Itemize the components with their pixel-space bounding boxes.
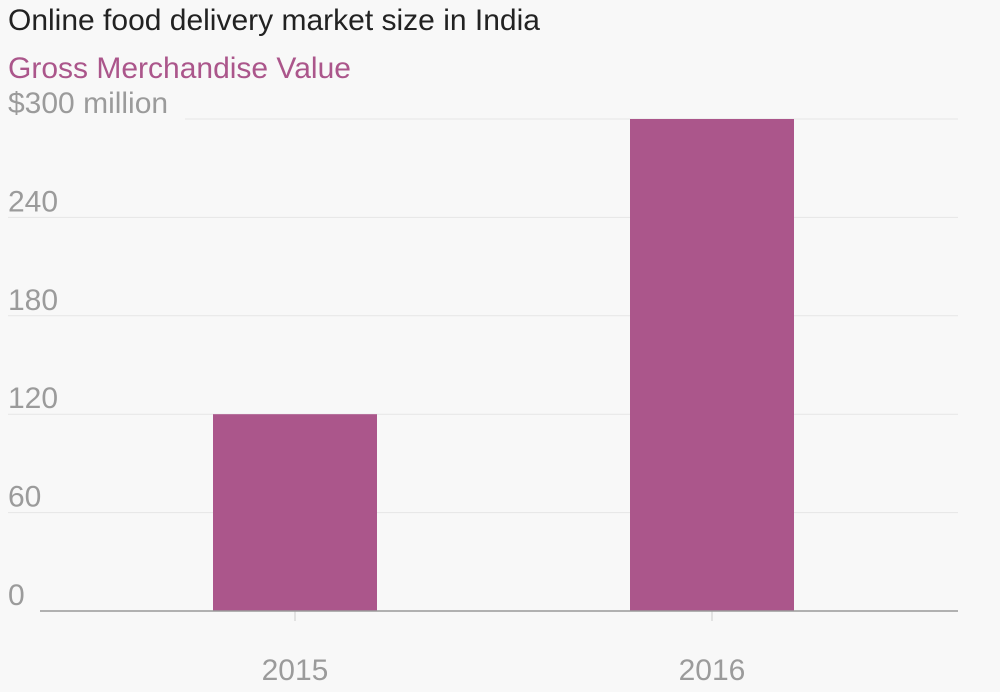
chart-title: Online food delivery market size in Indi… [8, 4, 540, 37]
axes: 0 60 120 180 240 $300 million 2015 2016 [8, 87, 958, 687]
bars [213, 119, 794, 611]
y-tick-label: 60 [8, 481, 41, 514]
bar-2015 [213, 414, 377, 611]
bar-2016 [630, 119, 794, 611]
x-tick-label: 2016 [679, 654, 746, 687]
y-tick-label: 180 [8, 284, 58, 317]
y-tick-label: 120 [8, 382, 58, 415]
y-tick-label: 0 [8, 579, 25, 612]
gridlines [8, 118, 958, 514]
y-tick-label: 240 [8, 185, 58, 218]
chart-subtitle: Gross Merchandise Value [8, 52, 351, 85]
y-tick-label: $300 million [8, 87, 168, 120]
x-tick-label: 2015 [262, 654, 329, 687]
